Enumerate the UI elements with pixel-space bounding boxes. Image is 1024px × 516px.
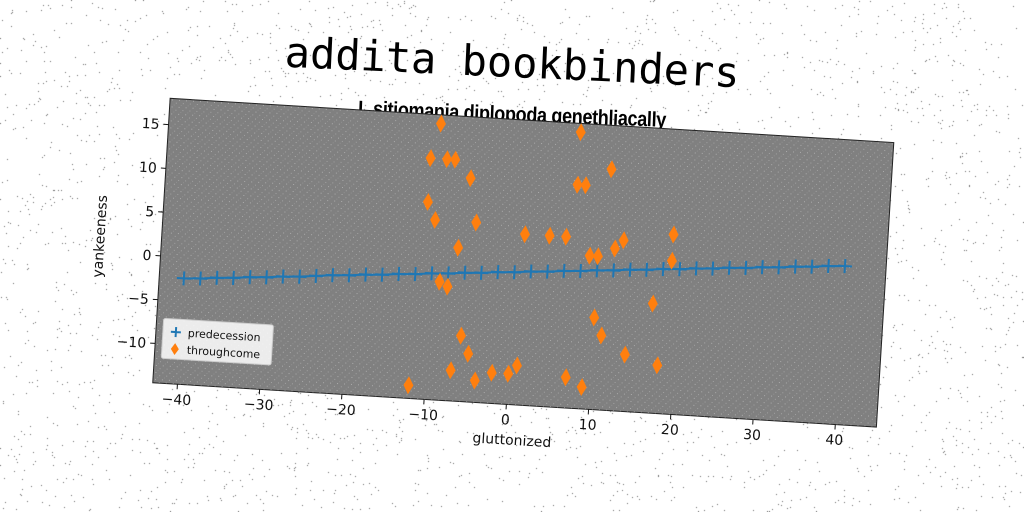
x-tick-label: −10 [408,406,438,424]
x-tick-label: 30 [743,427,762,444]
x-tick-label: −40 [161,391,191,409]
x-tick-label: −30 [243,396,273,414]
plot-noise [153,98,894,427]
x-axis-label: gluttonized [472,430,552,451]
y-axis-label: yankeeness [90,195,111,278]
y-tick-label: −5 [128,291,150,308]
x-tick-label: 10 [578,417,597,434]
y-tick-label: 10 [139,160,158,177]
y-tick-label: 15 [141,116,160,133]
y-tick-label: 5 [145,204,155,221]
y-tick-label: −10 [116,334,146,352]
x-tick-label: 0 [500,412,510,429]
x-tick-label: 40 [825,432,844,449]
x-tick-label: −20 [326,401,356,419]
plot-group: −40 −30 −20 −10 0 10 20 30 40 −10 −5 0 5 10 15 glutton… [81,94,894,471]
x-tick-label: 20 [660,422,679,439]
y-tick-label: 0 [142,248,152,265]
